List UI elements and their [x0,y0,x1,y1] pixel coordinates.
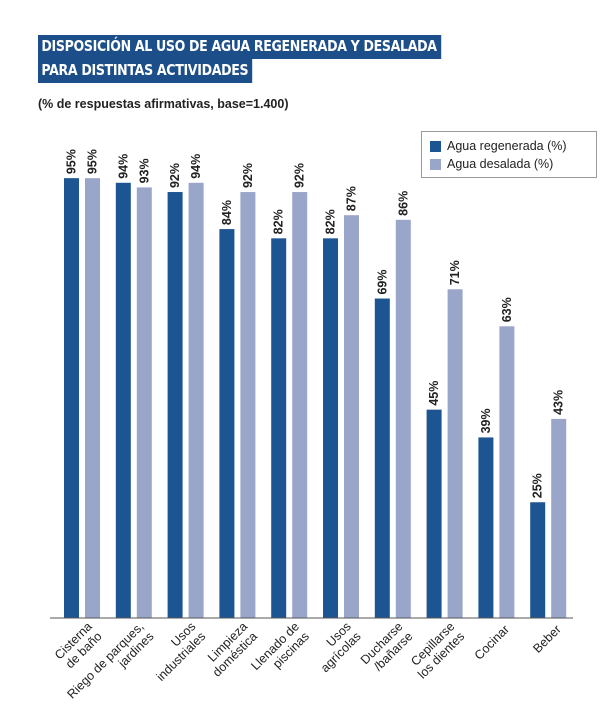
data-label-regenerada-5: 82% [324,209,338,234]
category-label-6: Ducharse/bañarse [358,619,416,677]
bar-desalada-4 [292,192,308,619]
bar-desalada-6 [395,219,411,618]
bar-regenerada-0 [64,178,79,618]
bar-regenerada-9 [530,502,546,618]
legend-swatch-regenerada [430,140,441,152]
category-label-3: Limpiezadoméstica [200,619,260,679]
bar-regenerada-5 [323,238,338,618]
data-label-regenerada-9: 25% [531,473,545,498]
legend-label-desalada: Agua desalada (%) [447,157,554,171]
data-label-desalada-8: 63% [500,297,514,322]
data-label-regenerada-3: 84% [220,200,234,225]
legend: Agua regenerada (%) Agua desalada (%) [421,131,597,178]
bar-desalada-8 [499,326,515,618]
data-label-desalada-5: 87% [345,186,359,211]
legend-item-desalada: Agua desalada (%) [430,155,590,173]
chart-subtitle: (% de respuestas afirmativas, base=1.400… [38,97,289,111]
category-label-9: Beber [530,622,563,655]
data-label-desalada-3: 92% [241,163,255,188]
data-label-regenerada-2: 92% [168,163,182,188]
bar-regenerada-3 [219,229,235,618]
chart-title: DISPOSICIÓN AL USO DE AGUA REGENERADA Y … [38,35,518,83]
bar-desalada-3 [240,192,256,619]
bar-regenerada-1 [115,182,131,618]
data-label-regenerada-1: 94% [116,154,130,179]
bar-regenerada-2 [167,192,183,619]
bar-regenerada-6 [374,298,390,618]
legend-label-regenerada: Agua regenerada (%) [447,139,567,153]
bar-regenerada-4 [271,238,287,618]
bar-desalada-0 [85,178,100,618]
category-label-4: Llenado depiscinas [248,619,312,683]
bar-desalada-1 [136,187,152,618]
legend-item-regenerada: Agua regenerada (%) [430,137,590,155]
bar-desalada-7 [447,289,463,618]
category-label-7: Cepillarselos dientes [405,619,467,681]
title-line-2: PARA DISTINTAS ACTIVIDADES [38,59,253,83]
data-label-desalada-7: 71% [448,260,462,285]
data-label-desalada-9: 43% [552,390,566,415]
data-label-desalada-0: 95% [86,149,100,174]
category-label-8: Cocinar [472,622,512,662]
category-label-5: Usosagrícolas [308,619,364,675]
data-label-regenerada-7: 45% [427,381,441,406]
title-line-1: DISPOSICIÓN AL USO DE AGUA REGENERADA Y … [38,35,441,59]
data-label-regenerada-8: 39% [479,408,493,433]
bar-regenerada-8 [478,437,494,618]
bar-desalada-2 [188,182,204,618]
data-label-regenerada-4: 82% [272,209,286,234]
data-label-regenerada-6: 69% [375,269,389,294]
bar-desalada-5 [344,215,359,618]
data-label-regenerada-0: 95% [65,149,79,174]
data-label-desalada-2: 94% [189,154,203,179]
legend-swatch-desalada [430,158,441,170]
data-label-desalada-4: 92% [293,163,307,188]
bar-regenerada-7 [426,409,442,618]
category-label-2: Usosindustriales [144,619,209,684]
bar-desalada-9 [551,418,567,618]
data-label-desalada-6: 86% [396,191,410,216]
data-label-desalada-1: 93% [137,158,151,183]
